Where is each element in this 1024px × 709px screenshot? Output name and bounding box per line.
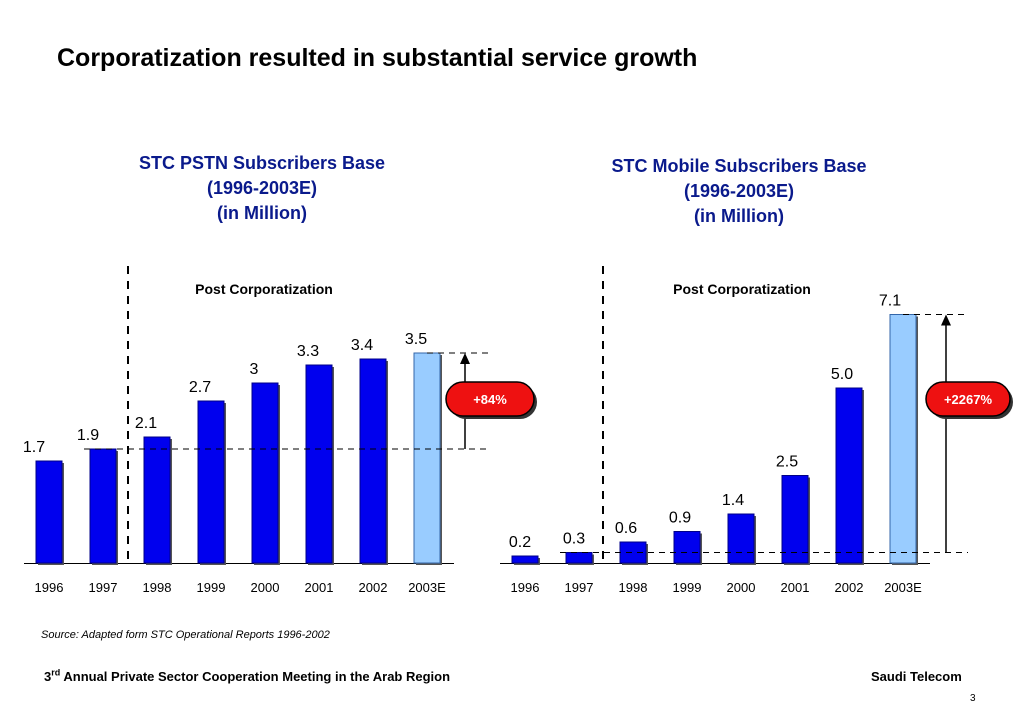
mobile-value-label-2000: 1.4 xyxy=(722,492,744,509)
pstn-value-label-2000: 3 xyxy=(250,361,259,378)
pstn-bar-2000 xyxy=(251,382,279,564)
mobile-category-label-1999: 1999 xyxy=(673,580,702,595)
mobile-category-label-2003E: 2003E xyxy=(884,580,922,595)
pstn-chart-title-line2: (1996-2003E) xyxy=(206,178,318,198)
pstn-value-label-2002: 3.4 xyxy=(351,337,373,354)
mobile-growth-badge xyxy=(925,381,1011,417)
mobile-category-label-1996: 1996 xyxy=(511,580,540,595)
mobile-chart-title-line1: STC Mobile Subscribers Base xyxy=(611,156,867,176)
mobile-category-label-2000: 2000 xyxy=(727,580,756,595)
pstn-growth-arrowhead xyxy=(460,353,470,364)
mobile-bar-2000 xyxy=(727,513,755,564)
source-note: Source: Adapted form STC Operational Rep… xyxy=(41,629,330,641)
pstn-category-label-1999: 1999 xyxy=(197,580,226,595)
mobile-value-label-1998: 0.6 xyxy=(615,520,637,537)
mobile-category-label-2002: 2002 xyxy=(835,580,864,595)
mobile-annotation-label: Post Corporatization xyxy=(673,281,811,297)
pstn-category-label-1996: 1996 xyxy=(35,580,64,595)
pstn-chart-title-line1: STC PSTN Subscribers Base xyxy=(138,153,386,173)
pstn-value-label-1996: 1.7 xyxy=(23,439,45,456)
pstn-category-label-1997: 1997 xyxy=(89,580,118,595)
pstn-bar-2001 xyxy=(305,364,333,564)
pstn-annotation-label: Post Corporatization xyxy=(195,281,333,297)
pstn-value-label-2003E: 3.5 xyxy=(405,331,427,348)
mobile-value-label-2003E: 7.1 xyxy=(879,293,901,310)
footer-ordinal-suffix: rd xyxy=(51,667,61,678)
pstn-value-label-1998: 2.1 xyxy=(135,415,157,432)
mobile-chart-title: STC Mobile Subscribers Base (1996-2003E)… xyxy=(569,154,909,229)
pstn-chart-title-line3: (in Million) xyxy=(217,203,307,223)
pstn-value-label-1997: 1.9 xyxy=(77,427,99,444)
pstn-growth-badge-label: +84% xyxy=(473,392,507,407)
pstn-bar-1999 xyxy=(197,400,225,564)
mobile-growth-badge-label: +2267% xyxy=(944,392,993,407)
mobile-growth-arrowhead xyxy=(941,314,951,326)
pstn-category-label-2003E: 2003E xyxy=(408,580,446,595)
mobile-value-label-1999: 0.9 xyxy=(669,510,691,527)
pstn-chart-title: STC PSTN Subscribers Base (1996-2003E) (… xyxy=(92,151,432,226)
footer-company: Saudi Telecom xyxy=(871,669,962,684)
pstn-value-label-2001: 3.3 xyxy=(297,343,319,360)
mobile-value-label-1996: 0.2 xyxy=(509,534,531,551)
pstn-category-label-2001: 2001 xyxy=(305,580,334,595)
mobile-category-label-1998: 1998 xyxy=(619,580,648,595)
slide-title: Corporatization resulted in substantial … xyxy=(57,44,698,72)
mobile-bar-1999 xyxy=(673,531,701,564)
mobile-bar-2002 xyxy=(835,387,863,564)
pstn-bar-1997 xyxy=(89,448,117,564)
mobile-chart-title-line3: (in Million) xyxy=(694,206,784,226)
mobile-bar-1997 xyxy=(565,552,593,564)
page-number: 3 xyxy=(970,693,976,704)
mobile-bar-2001 xyxy=(781,475,809,564)
pstn-bar-1996 xyxy=(35,460,63,564)
pstn-category-label-1998: 1998 xyxy=(143,580,172,595)
pstn-value-label-1999: 2.7 xyxy=(189,379,211,396)
mobile-value-label-2001: 2.5 xyxy=(776,454,798,471)
footer-event-text: Annual Private Sector Cooperation Meetin… xyxy=(60,669,451,684)
mobile-value-label-2002: 5.0 xyxy=(831,366,853,383)
mobile-bar-2003E xyxy=(889,314,917,564)
footer-event-name: 3rd Annual Private Sector Cooperation Me… xyxy=(44,667,451,684)
pstn-growth-badge xyxy=(445,381,535,417)
mobile-chart-title-line2: (1996-2003E) xyxy=(683,181,795,201)
mobile-bar-1996 xyxy=(511,555,539,564)
pstn-bar-1998 xyxy=(143,436,171,564)
pstn-bar-2002 xyxy=(359,358,387,564)
pstn-bar-2003E xyxy=(413,352,441,564)
pstn-category-label-2002: 2002 xyxy=(359,580,388,595)
mobile-category-label-1997: 1997 xyxy=(565,580,594,595)
footer-ordinal: 3 xyxy=(44,669,52,684)
pstn-category-label-2000: 2000 xyxy=(251,580,280,595)
mobile-category-label-2001: 2001 xyxy=(781,580,810,595)
mobile-value-label-1997: 0.3 xyxy=(563,531,585,548)
